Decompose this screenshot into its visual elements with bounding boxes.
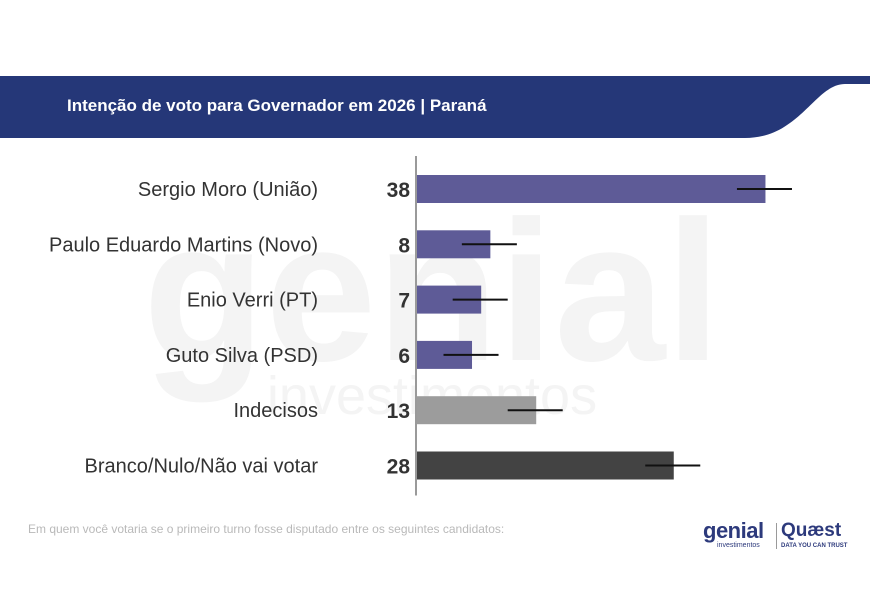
footnote: Em quem você votaria se o primeiro turno…	[28, 522, 505, 536]
quaest-logo-sub: DATA YOU CAN TRUST	[781, 543, 848, 549]
logo-divider	[776, 523, 777, 549]
category-label: Enio Verri (PT)	[187, 290, 318, 312]
genial-logo-sub: investimentos	[717, 542, 760, 549]
bar	[417, 451, 674, 480]
value-label: 8	[398, 234, 410, 257]
category-label: Paulo Eduardo Martins (Novo)	[49, 234, 318, 256]
genial-logo: genial investimentos	[703, 518, 773, 552]
quaest-logo-word: Quæst	[781, 520, 842, 541]
value-label: 6	[398, 345, 410, 368]
value-label: 13	[387, 400, 410, 423]
value-label: 28	[387, 456, 411, 479]
genial-logo-word: genial	[703, 518, 764, 543]
quaest-logo: Quæst DATA YOU CAN TRUST	[781, 520, 851, 552]
category-label: Indecisos	[234, 400, 319, 422]
bar	[417, 175, 766, 203]
category-label: Sergio Moro (União)	[138, 179, 318, 201]
category-label: Branco/Nulo/Não vai votar	[85, 456, 319, 478]
header-banner	[0, 76, 870, 138]
chart-title: Intenção de voto para Governador em 2026…	[67, 96, 487, 115]
header-banner-shape	[0, 76, 870, 138]
value-label: 38	[387, 179, 411, 202]
category-label: Guto Silva (PSD)	[166, 345, 318, 367]
value-label: 7	[398, 290, 410, 313]
